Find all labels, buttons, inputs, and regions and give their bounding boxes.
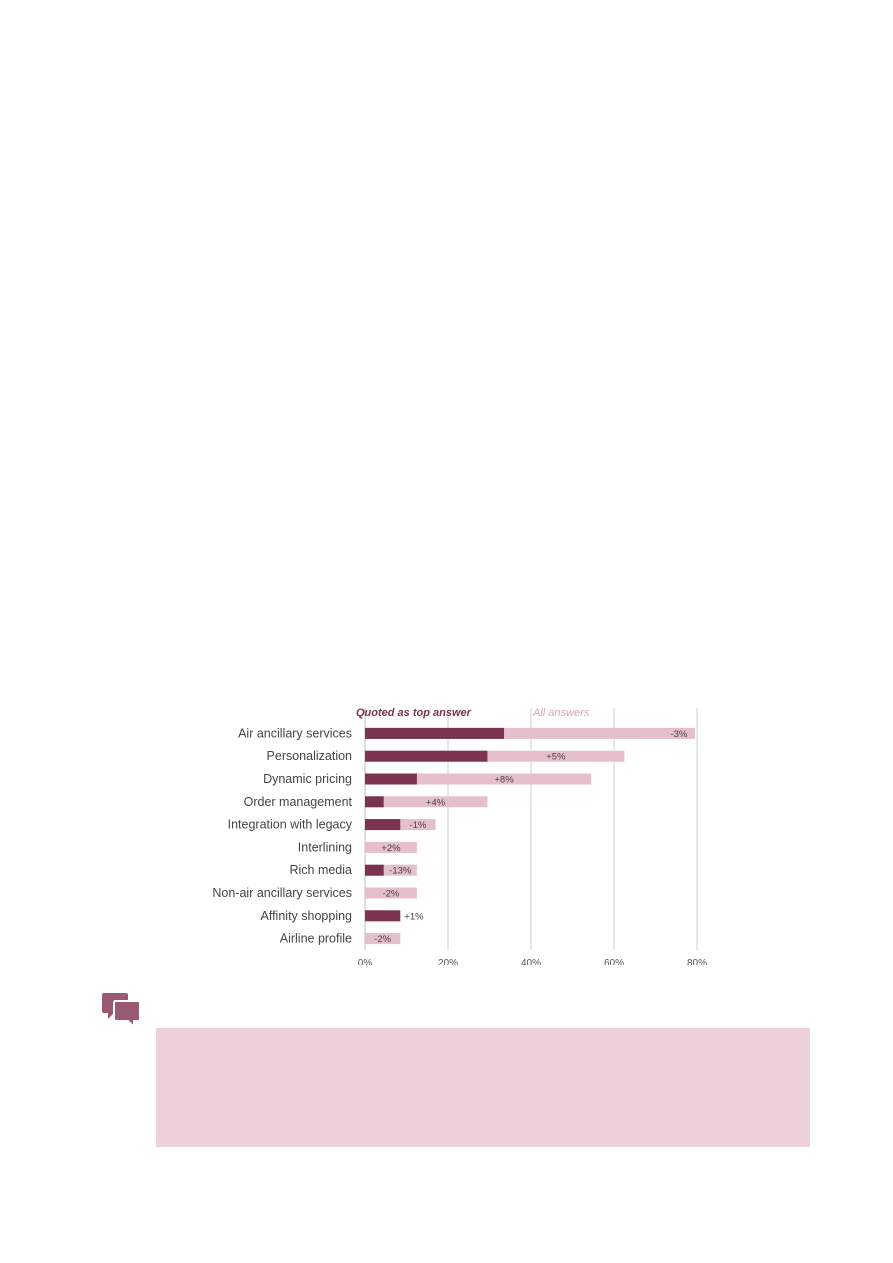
bar-all-answers	[365, 773, 592, 785]
bar-top-answer	[365, 819, 401, 831]
data-label: -3%	[670, 729, 687, 740]
legend-all-answers: All answers	[532, 707, 590, 719]
data-label: -2%	[374, 934, 391, 945]
data-label: +5%	[546, 752, 566, 763]
category-label: Dynamic pricing	[263, 772, 352, 786]
data-label: +2%	[381, 843, 401, 854]
data-label: -2%	[382, 889, 399, 900]
category-label: Integration with legacy	[228, 818, 353, 832]
bar-all-answers	[365, 864, 417, 876]
bar-top-answer	[365, 750, 488, 762]
legend-top-answer: Quoted as top answer	[356, 707, 472, 719]
data-label: +4%	[426, 797, 446, 808]
category-label: Airline profile	[280, 932, 352, 946]
category-labels: Air ancillary services Personalization Dyn…	[212, 726, 352, 945]
bars: -3% +5% +8% +4% -1% +2% -13% -2% +1% -2%	[365, 727, 695, 945]
bar-top-answer	[365, 773, 417, 785]
bar-all-answers	[365, 887, 417, 899]
bar-all-answers	[365, 933, 401, 945]
category-label: Air ancillary services	[238, 726, 352, 740]
bar-top-answer	[365, 864, 384, 876]
bar-all-answers	[365, 796, 488, 808]
bar-top-answer	[365, 910, 401, 922]
x-tick-label: 80%	[687, 958, 707, 965]
category-label: Personalization	[267, 749, 353, 763]
data-label: +8%	[494, 775, 514, 786]
x-tick-label: 60%	[604, 958, 624, 965]
data-label: -13%	[389, 866, 412, 877]
x-tick-label: 20%	[438, 958, 458, 965]
x-tick-label: 40%	[521, 958, 541, 965]
bar-top-answer	[365, 796, 384, 808]
data-label: -1%	[409, 820, 426, 831]
category-label: Order management	[244, 795, 353, 809]
bar-all-answers	[365, 841, 417, 853]
comment-box	[156, 1028, 810, 1147]
category-label: Non-air ancillary services	[212, 886, 352, 900]
bar-top-answer	[365, 727, 505, 739]
category-label: Rich media	[289, 863, 352, 877]
bar-all-answers	[365, 750, 625, 762]
priorities-bar-chart: -3% +5% +8% +4% -1% +2% -13% -2% +1% -2% Air anci…	[212, 707, 707, 965]
category-label: Affinity shopping	[261, 909, 353, 923]
x-tick-label: 0%	[358, 958, 373, 965]
data-label: +1%	[404, 911, 424, 922]
x-axis-ticks: 0% 20% 40% 60% 80%	[358, 958, 707, 965]
legend: Quoted as top answer All answers	[356, 707, 590, 719]
category-label: Interlining	[298, 840, 352, 854]
bar-all-answers	[365, 727, 695, 739]
speech-bubbles-icon	[102, 993, 141, 1029]
